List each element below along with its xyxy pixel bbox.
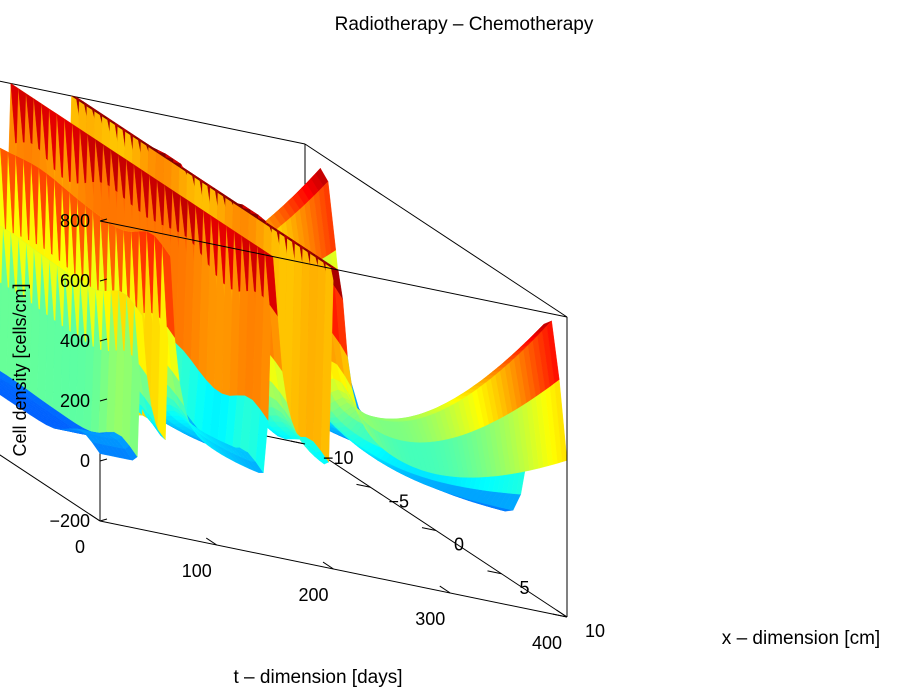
x-axis-label: x – dimension [cm] (722, 628, 880, 649)
chart-title: Radiotherapy – Chemotherapy (335, 14, 594, 35)
z-tick-label: 0 (80, 451, 90, 471)
z-tick-label: 200 (60, 391, 90, 411)
t-tick-label: 200 (298, 585, 328, 605)
t-tick (90, 514, 100, 521)
z-tick-label: 600 (60, 271, 90, 291)
z-tick-label: −200 (49, 511, 90, 531)
z-tick (100, 459, 107, 461)
z-tick (100, 519, 107, 521)
z-tick-label: 800 (60, 211, 90, 231)
t-tick-label: 400 (532, 633, 562, 653)
t-tick-label: 0 (75, 537, 85, 557)
t-tick-label: 100 (182, 561, 212, 581)
surface-mesh (0, 82, 567, 511)
x-tick-label: −5 (389, 491, 410, 511)
x-tick-label: 0 (454, 535, 464, 555)
t-tick-label: 300 (415, 609, 445, 629)
t-axis-label: t – dimension [days] (234, 667, 403, 688)
box-edge (305, 144, 567, 317)
z-tick-label: 400 (60, 331, 90, 351)
x-tick-label: −10 (323, 448, 354, 468)
x-tick-label: 5 (520, 578, 530, 598)
z-axis-label: Cell density [cells/cm] (10, 283, 30, 456)
x-tick-label: 10 (585, 621, 605, 641)
